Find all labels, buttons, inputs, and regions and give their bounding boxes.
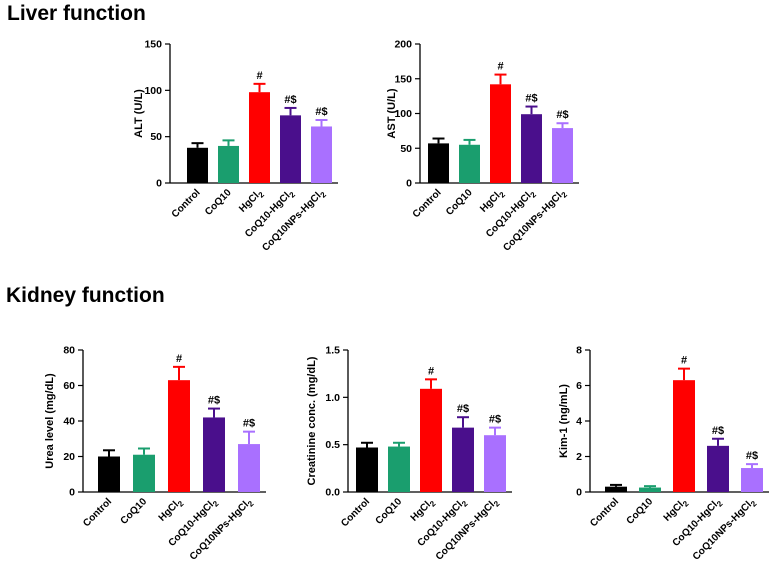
y-tick-label: 0 [576,487,582,499]
y-tick-label: 0.5 [325,439,340,451]
x-tick-label: CoQ10 [374,496,405,527]
bar-control [187,147,208,183]
significance-label: #$ [208,395,220,407]
bar-coq10-hgcl2 [203,417,225,492]
bar-control [605,486,627,492]
x-tick-label: Control [411,187,444,220]
y-axis-label: Urea level (mg/dL) [44,373,56,469]
y-tick-label: 2 [576,451,582,463]
significance-label: #$ [315,106,327,118]
x-tick-label: Control [339,496,372,529]
bar-coq10 [388,446,410,492]
bar-coq10-hgcl2 [280,115,301,183]
x-tick-label: Control [588,496,621,529]
y-tick-label: 1.5 [325,345,340,357]
significance-label: # [176,353,182,365]
significance-label: #$ [489,414,501,426]
x-tick-label: CoQ10NPs-HgCl2 [188,496,256,564]
bar-coq10-hgcl2 [707,445,729,492]
y-tick-label: 150 [144,39,162,51]
chart-3: 0.0 0.5 1.0 1.5 Creatinine conc. (mg/dL) Cont… [306,345,512,563]
x-tick-label: CoQ10 [119,496,150,527]
bar-hgcl2 [168,380,190,492]
significance-label: # [497,61,503,73]
y-tick-label: 0.0 [325,487,340,499]
x-tick-label: HgCl2 [157,496,186,525]
chart-2: 0 20 40 60 80 Urea level (mg/dL) Control CoQ10 #… [44,345,266,564]
y-tick-label: 0 [406,178,412,190]
significance-label: #$ [556,109,568,121]
significance-label: # [681,355,687,367]
x-tick-label: CoQ10 [203,187,234,218]
y-tick-label: 80 [63,345,75,357]
y-tick-label: 50 [400,143,412,155]
bar-coq10 [133,454,155,492]
bar-coq10 [639,487,661,492]
y-tick-label: 4 [576,416,582,428]
y-tick-label: 50 [150,131,162,143]
bar-coq10nps-hgcl2 [552,128,573,183]
y-axis-label: AST (U/L) [386,88,398,138]
significance-label: #$ [525,93,537,105]
bar-coq10nps-hgcl2 [741,468,763,492]
bar-coq10nps-hgcl2 [484,435,506,492]
y-tick-label: 1.0 [325,392,340,404]
significance-label: #$ [243,418,255,430]
bar-control [98,456,120,492]
y-axis-label: Creatinine conc. (mg/dL) [306,356,318,485]
y-tick-label: 20 [63,451,75,463]
bar-hgcl2 [490,84,511,183]
y-tick-label: 40 [63,416,75,428]
y-tick-label: 60 [63,380,75,392]
significance-label: # [256,70,262,82]
bar-coq10nps-hgcl2 [311,126,332,183]
y-tick-label: 6 [576,380,582,392]
bar-coq10-hgcl2 [452,427,474,492]
y-tick-label: 150 [394,73,412,85]
bar-control [428,143,449,183]
y-tick-label: 0 [156,178,162,190]
x-tick-label: CoQ10 [444,187,475,218]
bar-coq10nps-hgcl2 [238,444,260,492]
bar-hgcl2 [420,388,442,492]
bar-control [356,447,378,492]
bar-hgcl2 [249,92,270,183]
x-tick-label: HgCl2 [409,496,438,525]
x-tick-label: Control [170,187,203,220]
y-tick-label: 0 [69,487,75,499]
bar-coq10 [218,145,239,183]
chart-4: 0 2 4 6 8 Kim-1 (ng/mL) Control CoQ10 # HgCl2 #$ Co… [558,345,769,564]
significance-label: #$ [712,425,724,437]
bar-coq10 [459,144,480,183]
y-tick-label: 8 [576,345,582,357]
liver-section-title: Liver function [7,2,146,25]
significance-label: #$ [457,403,469,415]
y-axis-label: Kim-1 (ng/mL) [558,384,570,458]
y-tick-label: 100 [144,85,162,97]
kidney-section-title: Kidney function [6,284,165,307]
x-tick-label: HgCl2 [662,496,691,525]
bar-coq10-hgcl2 [521,114,542,183]
x-tick-label: CoQ10NPs-HgCl2 [691,496,759,564]
y-axis-label: ALT (U/L) [133,89,145,138]
y-tick-label: 200 [394,39,412,51]
x-tick-label: Control [81,496,114,529]
significance-label: #$ [284,94,296,106]
significance-label: #$ [746,450,758,462]
x-tick-label: CoQ10 [625,496,656,527]
bar-hgcl2 [673,380,695,492]
significance-label: # [428,365,434,377]
y-tick-label: 100 [394,108,412,120]
